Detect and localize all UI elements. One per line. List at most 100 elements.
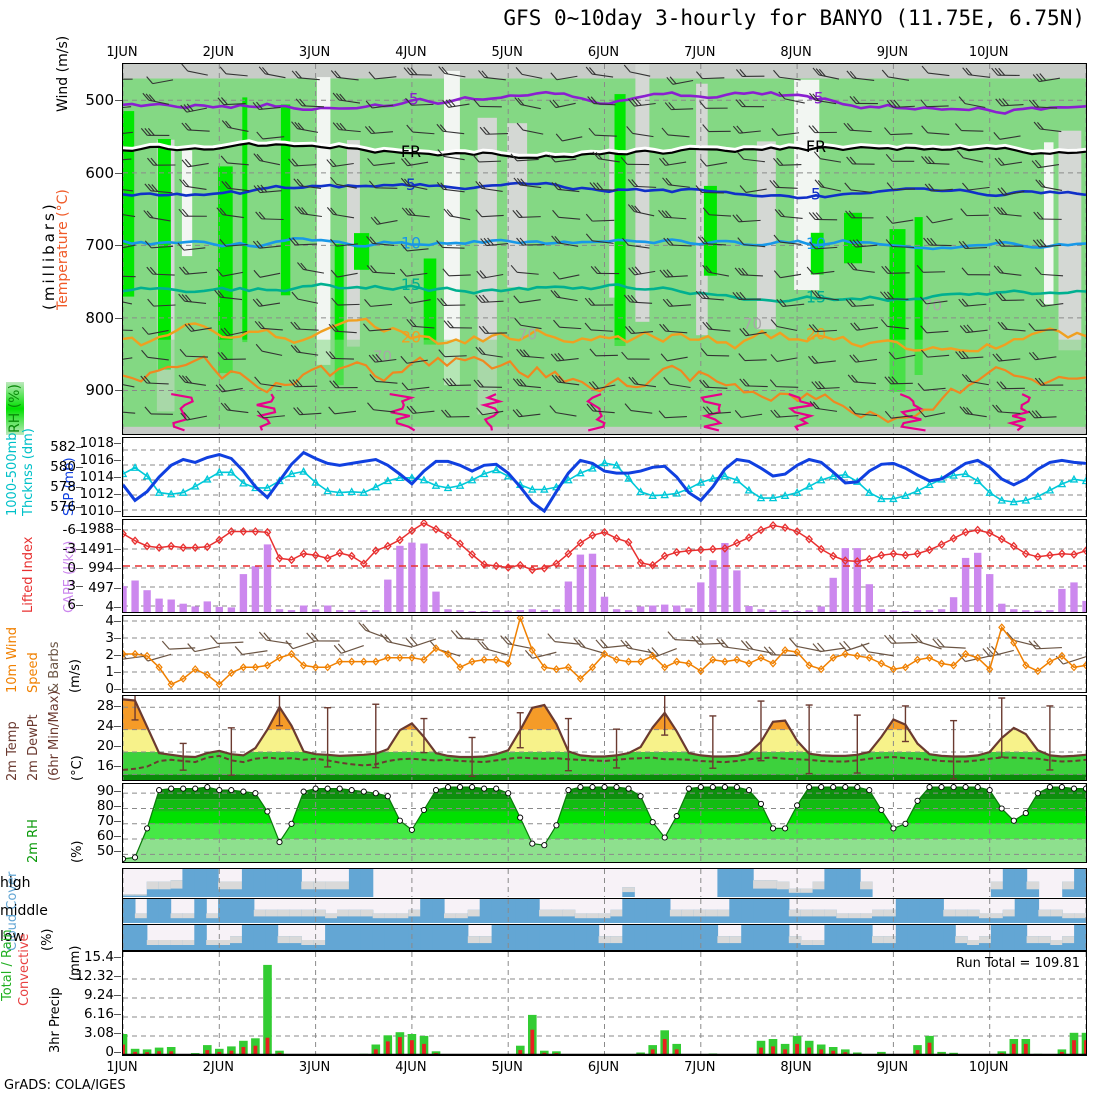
cloud-bar: [836, 869, 849, 897]
wind-barb: [513, 295, 541, 304]
wind-barb: [123, 275, 136, 278]
cloud-partial: [979, 913, 992, 919]
cloud-partial: [812, 909, 826, 917]
precip-convective-bar: [807, 1047, 812, 1055]
cloud-bar: [360, 925, 374, 950]
minmax-errorbar: [131, 696, 139, 721]
precip-convective-bar: [674, 1049, 679, 1055]
wind-barb: [217, 351, 246, 360]
wind-barb: [306, 632, 340, 642]
rh-marker: [1046, 784, 1053, 791]
cape-bar: [203, 601, 211, 612]
wind-barb: [808, 355, 836, 364]
wind-barb: [123, 301, 133, 305]
cloud-bar: [824, 869, 837, 897]
rh-marker: [1022, 810, 1029, 817]
rh-marker: [420, 806, 427, 814]
cloud-partial: [467, 909, 481, 917]
wind-barb: [475, 209, 504, 218]
cloud-bar: [562, 925, 576, 950]
rh-core-column: [703, 185, 717, 276]
cloud-partial: [218, 881, 231, 890]
wind-barb: [1006, 631, 1038, 647]
rh-marker: [890, 825, 897, 832]
temp2m-plot: [123, 696, 1086, 780]
cloud-bar: [907, 925, 921, 950]
cloud-partial: [253, 909, 267, 917]
wind-barb: [401, 207, 430, 218]
cape-bar: [552, 609, 561, 612]
wind-barb: [330, 269, 358, 278]
lifted-index-marker: [323, 553, 332, 563]
wind-barb: [123, 244, 136, 249]
wind-barb: [932, 638, 966, 649]
cloud-partial: [586, 913, 600, 919]
wind-speed-marker: [733, 655, 741, 664]
rh-marker: [252, 790, 259, 797]
wind-barb: [510, 153, 539, 162]
wind-barb: [178, 208, 207, 217]
wind-barb: [295, 98, 324, 108]
wind-barb: [478, 325, 508, 334]
slp-marker: [214, 467, 224, 476]
wind-barb: [776, 298, 805, 307]
cape-bar: [709, 560, 717, 612]
y-tick: 0: [67, 559, 76, 576]
wind-barb: [326, 158, 354, 168]
lifted-index-marker: [853, 557, 862, 566]
cape-bar: [239, 574, 248, 612]
wind-barb: [403, 295, 431, 304]
wind-speed-marker: [673, 657, 681, 666]
wind-barb: [219, 66, 248, 77]
cape-bar: [781, 610, 789, 612]
date-label-8jun: 8JUN: [780, 1060, 812, 1075]
lifted-index-marker: [708, 544, 717, 554]
y-tick-mark: [76, 507, 83, 508]
cloud-bar: [741, 869, 754, 897]
cape-bar: [805, 610, 813, 612]
run-total-label: Run Total = 109.81: [955, 956, 1080, 971]
lifted-index-marker: [1021, 549, 1030, 559]
slp-marker: [985, 488, 995, 496]
wind10m-plot: [123, 616, 1086, 692]
cloud-partial: [990, 913, 1004, 919]
slp-marker: [431, 481, 441, 489]
precip-convective-bar: [518, 1050, 523, 1055]
cloud-bar: [420, 899, 433, 923]
wind-speed-marker: [552, 665, 560, 674]
wind-speed-marker: [588, 663, 597, 672]
wind-barb: [252, 298, 281, 307]
date-label-2jun: 2JUN: [202, 1060, 234, 1075]
lifted-index-marker: [925, 545, 934, 555]
wind-barb: [1028, 640, 1062, 650]
slp-marker: [913, 486, 922, 495]
wind-barb: [716, 638, 750, 651]
cape-bar: [420, 543, 428, 612]
wind-barb: [956, 150, 984, 163]
cloud-partial: [598, 913, 612, 919]
y-tick-mark: [76, 548, 83, 550]
cape-bar: [408, 542, 416, 612]
cloud-partial: [313, 940, 326, 945]
y-tick-mark: [114, 568, 121, 569]
slp-marker: [323, 486, 332, 495]
y-tick: 70: [96, 813, 114, 829]
precip-convective-bar: [410, 1040, 414, 1055]
lifted-index-marker: [143, 541, 151, 551]
precip-convective-bar: [373, 1049, 378, 1055]
wind-barb: [702, 406, 731, 415]
slp-marker: [395, 473, 405, 482]
cloud-partial: [753, 880, 766, 889]
wind-barb: [146, 76, 174, 85]
wind-barb: [369, 374, 398, 384]
date-label-8jun: 8JUN: [780, 45, 812, 60]
rh-contour-label: 70: [923, 297, 942, 315]
date-label-7jun: 7JUN: [684, 45, 716, 60]
wind-barb: [884, 634, 918, 644]
cloud-partial: [1050, 909, 1063, 917]
wind-legend-label: Wind (m/s): [55, 35, 71, 112]
wind-barb: [778, 91, 805, 104]
rh-dry-column: [609, 136, 619, 298]
wind-barb: [330, 70, 359, 81]
cape-bar: [384, 579, 392, 612]
